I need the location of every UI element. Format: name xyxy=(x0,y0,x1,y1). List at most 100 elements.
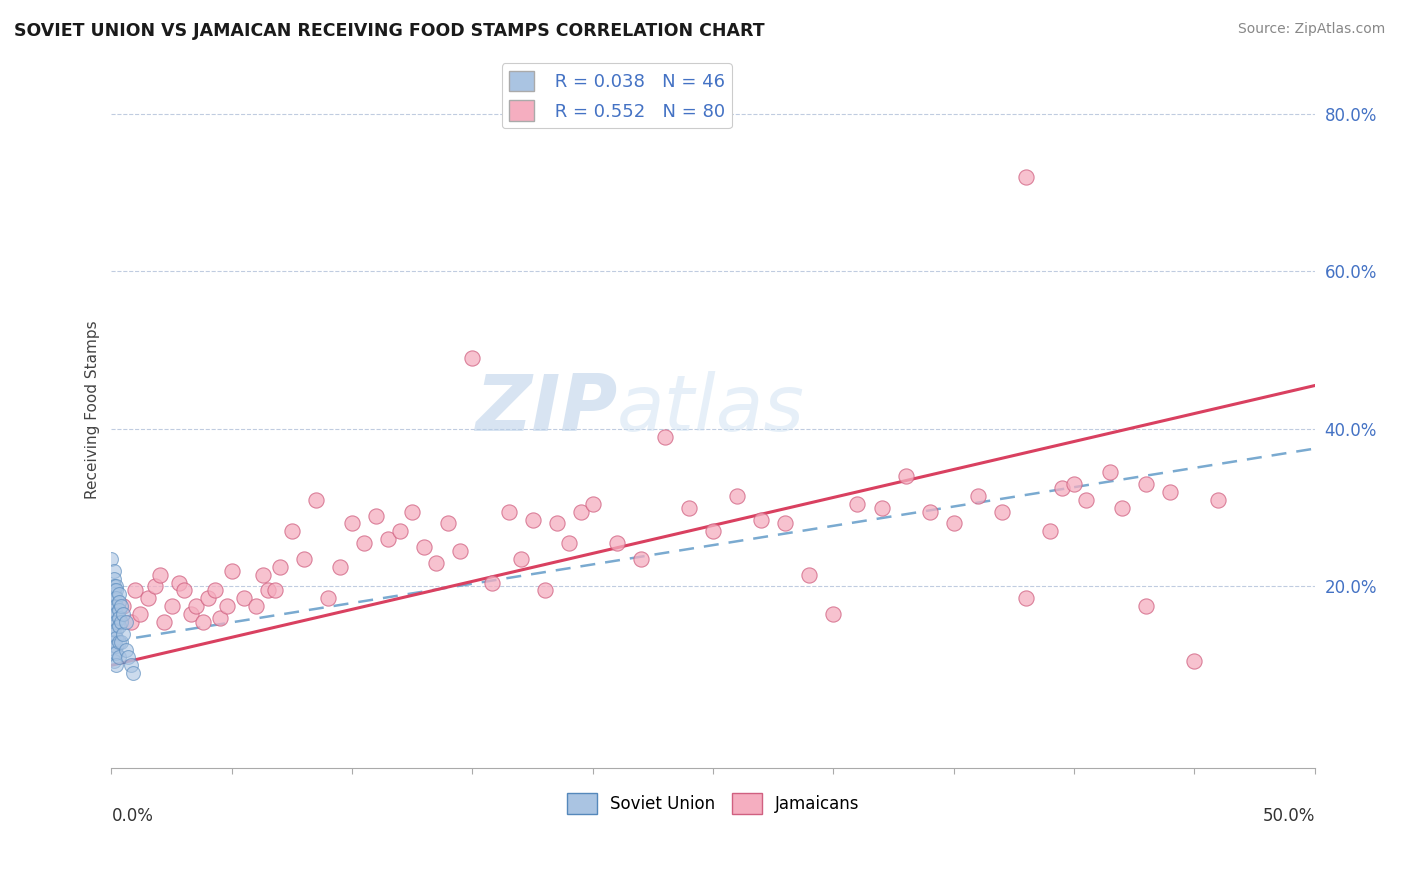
Point xyxy=(918,505,941,519)
Point xyxy=(105,583,128,598)
Point xyxy=(103,572,125,586)
Point xyxy=(143,579,166,593)
Point xyxy=(153,615,176,629)
Point xyxy=(107,611,129,625)
Point xyxy=(103,599,125,614)
Point xyxy=(1111,500,1133,515)
Point xyxy=(100,552,122,566)
Point xyxy=(654,430,676,444)
Legend:  R = 0.038   N = 46,  R = 0.552   N = 80: R = 0.038 N = 46, R = 0.552 N = 80 xyxy=(502,63,733,128)
Point xyxy=(129,607,152,621)
Point xyxy=(316,591,339,606)
Point xyxy=(749,512,772,526)
Point xyxy=(413,540,436,554)
Point xyxy=(1015,591,1038,606)
Text: atlas: atlas xyxy=(617,371,804,447)
Point xyxy=(115,615,138,629)
Point xyxy=(105,607,128,621)
Point xyxy=(1050,481,1073,495)
Point xyxy=(533,583,555,598)
Point xyxy=(846,497,869,511)
Point xyxy=(425,556,447,570)
Y-axis label: Receiving Food Stamps: Receiving Food Stamps xyxy=(86,320,100,499)
Point xyxy=(103,647,125,661)
Point xyxy=(509,552,531,566)
Point xyxy=(437,516,460,531)
Point xyxy=(281,524,304,539)
Point xyxy=(105,647,128,661)
Point xyxy=(725,489,748,503)
Text: 0.0%: 0.0% xyxy=(111,807,153,825)
Point xyxy=(870,500,893,515)
Point xyxy=(105,599,128,614)
Point xyxy=(353,536,375,550)
Point xyxy=(401,505,423,519)
Point xyxy=(305,492,328,507)
Point xyxy=(775,516,797,531)
Point xyxy=(112,626,135,640)
Point xyxy=(942,516,965,531)
Point xyxy=(630,552,652,566)
Point xyxy=(105,591,128,606)
Text: 50.0%: 50.0% xyxy=(1263,807,1315,825)
Point xyxy=(1182,654,1205,668)
Point xyxy=(110,615,132,629)
Point xyxy=(105,623,128,637)
Point xyxy=(103,623,125,637)
Point xyxy=(103,603,125,617)
Text: ZIP: ZIP xyxy=(475,371,617,447)
Point xyxy=(180,607,202,621)
Point xyxy=(107,595,129,609)
Point xyxy=(546,516,568,531)
Point xyxy=(167,575,190,590)
Point xyxy=(894,469,917,483)
Point xyxy=(522,512,544,526)
Point xyxy=(366,508,388,523)
Point xyxy=(103,564,125,578)
Point xyxy=(107,634,129,648)
Point xyxy=(103,654,125,668)
Point xyxy=(103,615,125,629)
Point xyxy=(136,591,159,606)
Point xyxy=(191,615,214,629)
Point xyxy=(105,579,128,593)
Point xyxy=(107,650,129,665)
Point xyxy=(105,658,128,673)
Point xyxy=(461,351,484,365)
Point xyxy=(1099,465,1122,479)
Point xyxy=(117,650,139,665)
Point xyxy=(103,583,125,598)
Point xyxy=(1015,169,1038,184)
Point xyxy=(124,583,146,598)
Point xyxy=(110,599,132,614)
Point xyxy=(215,599,238,614)
Point xyxy=(103,634,125,648)
Point xyxy=(702,524,724,539)
Point xyxy=(678,500,700,515)
Point xyxy=(103,607,125,621)
Point xyxy=(197,591,219,606)
Point xyxy=(103,579,125,593)
Point xyxy=(389,524,412,539)
Point xyxy=(252,567,274,582)
Point xyxy=(340,516,363,531)
Point xyxy=(823,607,845,621)
Point xyxy=(173,583,195,598)
Point xyxy=(103,639,125,653)
Point xyxy=(107,619,129,633)
Point xyxy=(204,583,226,598)
Point xyxy=(112,607,135,621)
Point xyxy=(269,559,291,574)
Point xyxy=(208,611,231,625)
Point xyxy=(1135,599,1157,614)
Point xyxy=(449,544,471,558)
Point xyxy=(582,497,605,511)
Point xyxy=(1074,492,1097,507)
Point xyxy=(799,567,821,582)
Point xyxy=(292,552,315,566)
Point xyxy=(103,591,125,606)
Point xyxy=(1039,524,1062,539)
Point xyxy=(498,505,520,519)
Point xyxy=(103,587,125,601)
Point xyxy=(221,564,243,578)
